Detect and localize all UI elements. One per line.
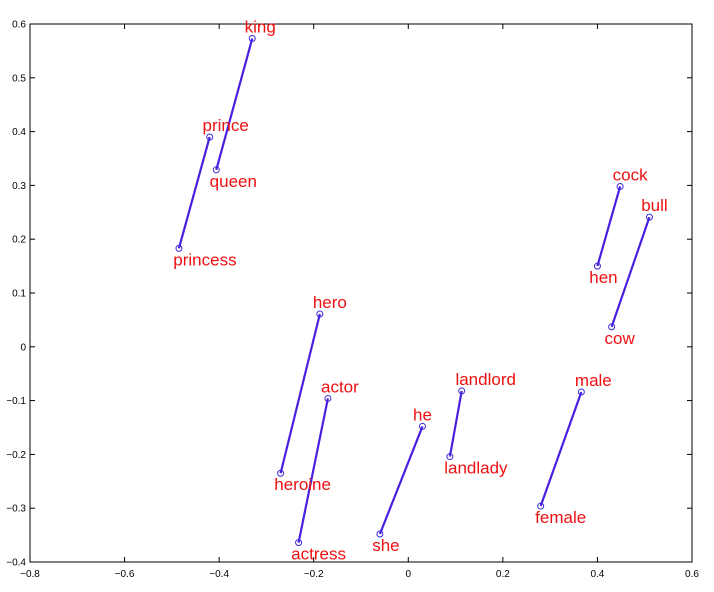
point-hero: [316, 310, 324, 318]
pair-line-bull-cow: [610, 216, 651, 328]
pair-line-actor-actress: [297, 398, 329, 543]
label-he: he: [413, 405, 432, 424]
x-tick-label: −0.2: [304, 569, 324, 580]
point-male: [577, 388, 585, 396]
label-actor: actor: [321, 377, 359, 396]
axes: −0.8 −0.6 −0.4 −0.2 0 0.2 0.4 0.6 −0.4 −0.3 −0.2 −0…: [6, 20, 699, 581]
pair-line-cock-hen: [596, 186, 622, 267]
label-prince: prince: [203, 116, 249, 135]
label-heroine: heroine: [274, 475, 331, 494]
point-landlord: [458, 387, 466, 395]
y-tick-label: 0: [20, 342, 26, 353]
label-bull: bull: [641, 196, 667, 215]
y-tick-label: −0.4: [6, 558, 26, 569]
pair-line-male-female: [539, 391, 583, 507]
point-actress: [295, 539, 303, 547]
pair-line-prince-princess: [177, 136, 211, 249]
point-heroine: [277, 469, 285, 477]
x-tick-label: 0.4: [590, 569, 604, 580]
point-she: [376, 530, 384, 538]
y-tick-label: −0.3: [6, 504, 26, 515]
y-tick-label: 0.2: [12, 235, 26, 246]
label-hero: hero: [313, 293, 347, 312]
y-tick-label: −0.1: [6, 396, 26, 407]
pair-line-hero-heroine: [279, 313, 321, 474]
point-markers: [175, 35, 653, 547]
x-tick-label: −0.6: [115, 569, 135, 580]
label-hen: hen: [589, 268, 617, 287]
x-tick-label: 0: [406, 569, 412, 580]
plot-frame: [29, 23, 693, 563]
x-tick-label: 0.6: [685, 569, 699, 580]
point-prince: [206, 133, 214, 141]
pair-line-he-she: [378, 426, 424, 535]
label-female: female: [535, 508, 586, 527]
point-cow: [608, 323, 616, 331]
label-king: king: [245, 18, 276, 37]
x-tick-label: 0.2: [496, 569, 510, 580]
pair-line-landlord-landlady: [448, 390, 463, 457]
label-princess: princess: [173, 250, 236, 269]
label-cow: cow: [604, 329, 635, 348]
label-she: she: [372, 536, 399, 555]
y-tick-label: 0.4: [12, 127, 26, 138]
label-actress: actress: [291, 545, 346, 564]
y-tick-label: −0.2: [6, 450, 26, 461]
x-tick-label: −0.8: [20, 569, 40, 580]
point-hen: [593, 262, 601, 270]
pair-lines: [177, 38, 651, 543]
word-labels: king queen prince princess cock hen bull cow her…: [173, 18, 667, 564]
point-actor: [324, 394, 332, 402]
point-cock: [616, 182, 624, 190]
point-female: [537, 502, 545, 510]
y-tick-label: 0.3: [12, 181, 26, 192]
point-he: [418, 422, 426, 430]
point-king: [248, 35, 256, 43]
point-princess: [175, 244, 183, 252]
y-tick-label: 0.5: [12, 73, 26, 84]
pair-line-king-queen: [215, 38, 254, 171]
label-queen: queen: [210, 172, 257, 191]
y-tick-label: 0.1: [12, 289, 26, 300]
label-cock: cock: [613, 165, 648, 184]
label-landlady: landlady: [444, 459, 508, 478]
label-landlord: landlord: [455, 370, 516, 389]
point-landlady: [446, 453, 454, 461]
y-tick-label: 0.6: [12, 20, 26, 31]
point-queen: [212, 166, 220, 174]
x-tick-label: −0.4: [209, 569, 229, 580]
point-bull: [645, 213, 653, 221]
label-male: male: [575, 371, 612, 390]
